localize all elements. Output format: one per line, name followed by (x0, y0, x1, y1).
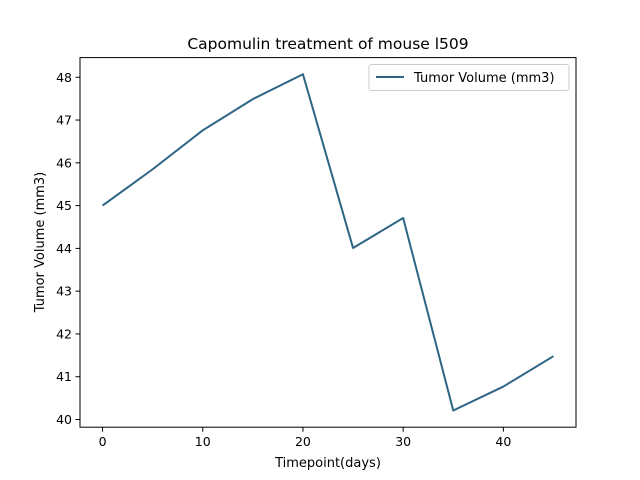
legend-box (368, 64, 570, 91)
series-layer (101, 73, 554, 412)
axis-ticks: 0 10 20 30 40 40 41 42 43 44 45 46 47 48 (56, 70, 511, 449)
series-line-0 (101, 73, 554, 412)
chart-title: Capomulin treatment of mouse l509 (187, 35, 468, 53)
y-tick-label: 46 (56, 155, 72, 170)
y-tick-label: 43 (56, 284, 72, 299)
y-tick-label: 47 (56, 113, 72, 128)
y-tick-label: 41 (56, 369, 72, 384)
legend-label: Tumor Volume (mm3) (413, 71, 555, 86)
x-tick-label: 0 (99, 434, 107, 449)
y-tick-label: 42 (56, 326, 72, 341)
legend: Tumor Volume (mm3) (368, 64, 570, 91)
y-axis-label: Tumor Volume (mm3) (33, 172, 48, 314)
y-tick-label: 44 (56, 241, 72, 256)
x-tick-label: 30 (395, 434, 411, 449)
x-tick-label: 40 (495, 434, 511, 449)
y-tick-label: 45 (56, 198, 72, 213)
y-tick-label: 40 (56, 412, 72, 427)
y-tick-label: 48 (56, 70, 72, 85)
x-tick-label: 20 (295, 434, 311, 449)
x-axis-label: Timepoint(days) (274, 456, 381, 471)
x-tick-label: 10 (195, 434, 211, 449)
plot-frame (79, 57, 577, 428)
